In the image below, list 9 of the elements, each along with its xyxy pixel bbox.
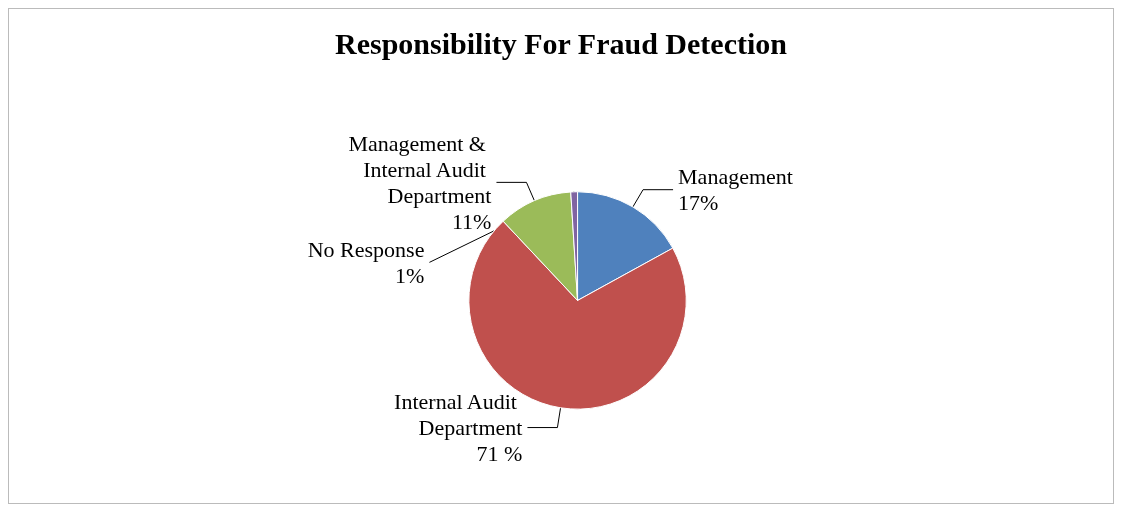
slice-label: Management & Internal Audit Department	[348, 130, 492, 208]
chart-title: Responsibility For Fraud Detection	[335, 26, 788, 60]
slice-label: No Response	[307, 236, 425, 262]
slice-label: Internal Audit Department	[394, 389, 523, 441]
data-label: 17%	[678, 190, 719, 216]
data-label: 71 %	[476, 441, 523, 467]
slice-label: Management	[678, 164, 793, 190]
data-label: 1%	[395, 262, 425, 288]
data-label: 11%	[451, 208, 492, 234]
